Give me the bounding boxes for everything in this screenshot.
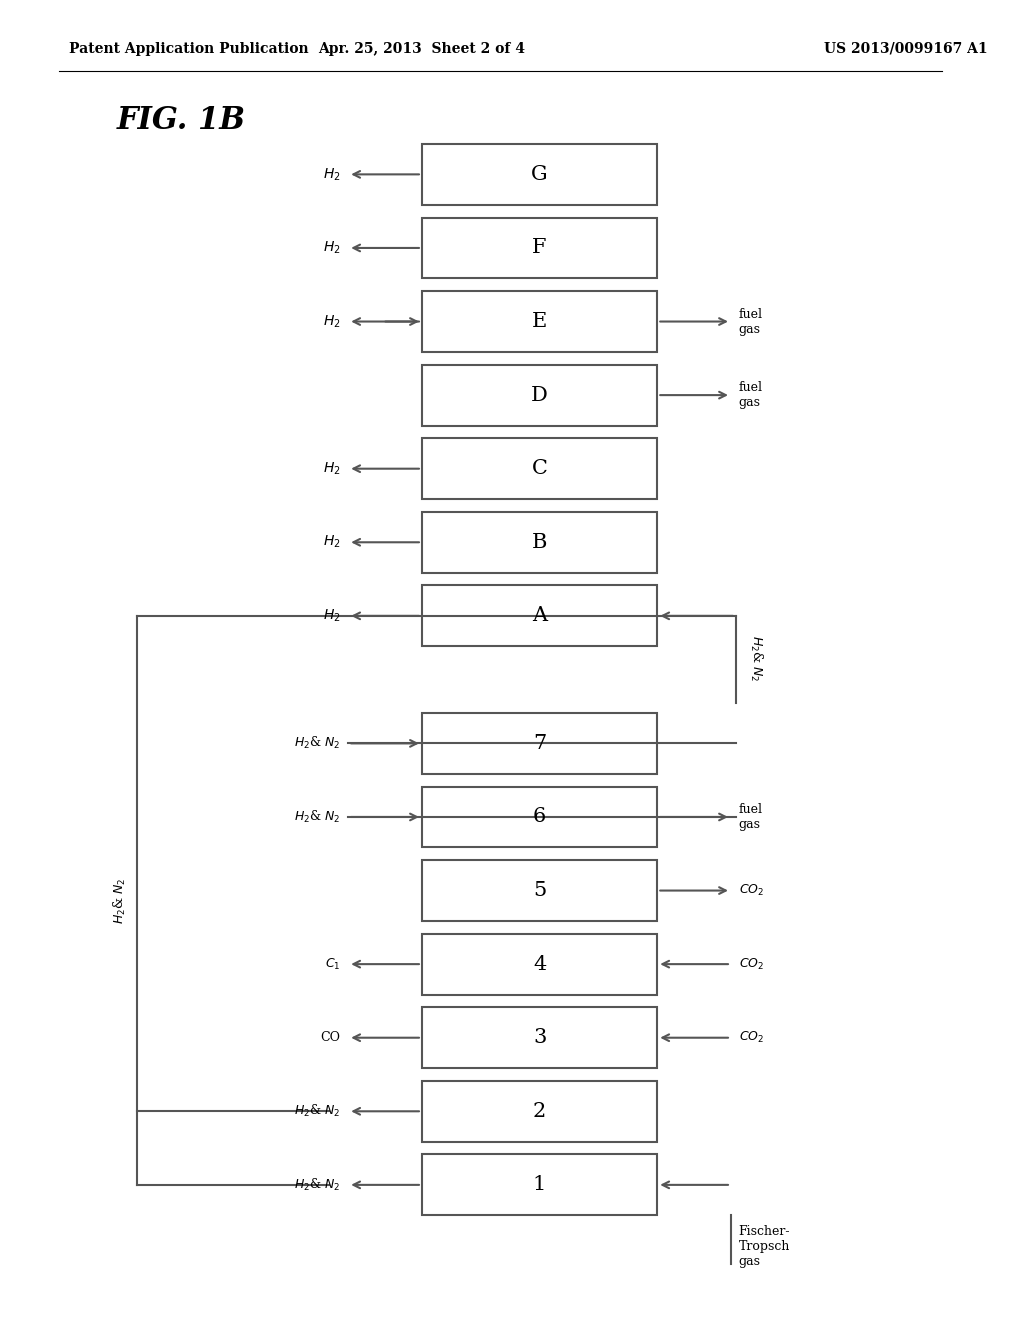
Bar: [422, 438, 657, 499]
Text: $H_2$& $N_2$: $H_2$& $N_2$: [112, 878, 128, 924]
Text: FIG. 1B: FIG. 1B: [117, 104, 246, 136]
Text: $C_1$: $C_1$: [325, 957, 340, 972]
Bar: [422, 861, 657, 921]
Text: G: G: [531, 165, 548, 183]
Text: $H_2$& $N_2$: $H_2$& $N_2$: [294, 735, 340, 751]
Bar: [422, 1007, 657, 1068]
Text: $CO_2$: $CO_2$: [738, 957, 764, 972]
Text: $H_2$: $H_2$: [323, 607, 340, 624]
Text: B: B: [531, 533, 547, 552]
Text: fuel
gas: fuel gas: [738, 381, 763, 409]
Text: $H_2$& $N_2$: $H_2$& $N_2$: [294, 1104, 340, 1119]
Text: E: E: [531, 312, 547, 331]
Text: 2: 2: [532, 1102, 546, 1121]
Bar: [422, 1155, 657, 1216]
Text: $H_2$& $N_2$: $H_2$& $N_2$: [294, 809, 340, 825]
Text: $H_2$: $H_2$: [323, 313, 340, 330]
Text: 7: 7: [532, 734, 546, 752]
Text: A: A: [532, 606, 547, 626]
Bar: [422, 787, 657, 847]
Text: 1: 1: [532, 1175, 546, 1195]
Text: 4: 4: [532, 954, 546, 974]
Text: F: F: [532, 239, 547, 257]
Text: 5: 5: [532, 880, 546, 900]
Bar: [422, 292, 657, 352]
Text: Patent Application Publication: Patent Application Publication: [69, 42, 308, 55]
Bar: [422, 218, 657, 279]
Bar: [422, 512, 657, 573]
Bar: [422, 364, 657, 425]
Text: $H_2$: $H_2$: [323, 535, 340, 550]
Text: C: C: [531, 459, 548, 478]
Text: $H_2$& $N_2$: $H_2$& $N_2$: [294, 1177, 340, 1193]
Text: fuel
gas: fuel gas: [738, 803, 763, 832]
Text: Apr. 25, 2013  Sheet 2 of 4: Apr. 25, 2013 Sheet 2 of 4: [318, 42, 525, 55]
Text: $CO_2$: $CO_2$: [738, 1030, 764, 1045]
Bar: [422, 713, 657, 774]
Bar: [422, 586, 657, 647]
Text: CO: CO: [321, 1031, 340, 1044]
Text: D: D: [531, 385, 548, 405]
Text: $H_2$: $H_2$: [323, 240, 340, 256]
Text: $CO_2$: $CO_2$: [738, 883, 764, 898]
Text: 6: 6: [532, 808, 546, 826]
Text: US 2013/0099167 A1: US 2013/0099167 A1: [824, 42, 988, 55]
Bar: [422, 144, 657, 205]
Bar: [422, 1081, 657, 1142]
Text: $H_2$: $H_2$: [323, 461, 340, 477]
Text: Fischer-
Tropsch
gas: Fischer- Tropsch gas: [738, 1225, 791, 1269]
Text: $H_2$& $N_2$: $H_2$& $N_2$: [748, 635, 764, 682]
Text: 3: 3: [532, 1028, 546, 1047]
Bar: [422, 933, 657, 994]
Text: $H_2$: $H_2$: [323, 166, 340, 182]
Text: fuel
gas: fuel gas: [738, 308, 763, 335]
